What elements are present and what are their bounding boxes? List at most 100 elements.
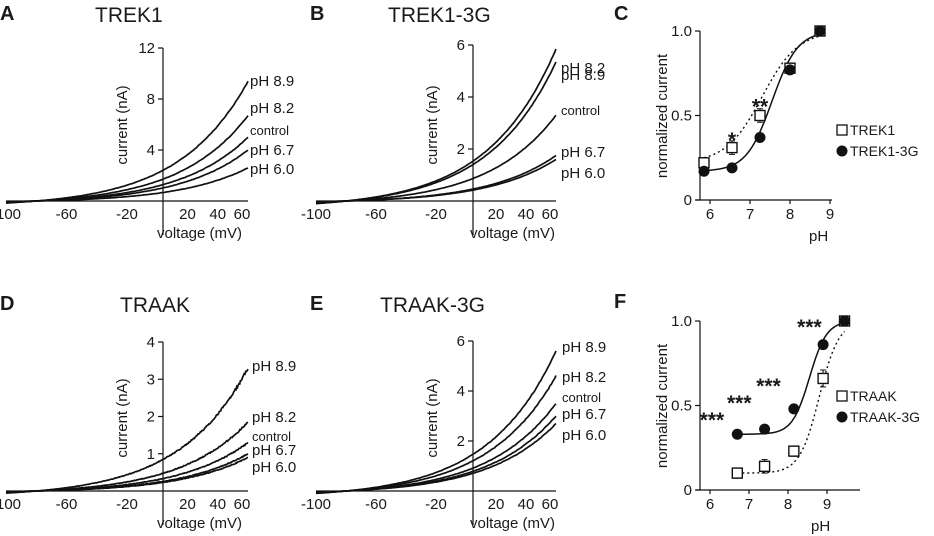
y-tick-label: 4	[147, 142, 155, 159]
trace-ph-6-0	[6, 456, 249, 493]
x-tick-label: 60	[542, 496, 559, 513]
data-point-square	[788, 445, 800, 457]
x-tick-label: 40	[209, 496, 226, 513]
x-axis-label: voltage (mV)	[157, 515, 242, 532]
trace-label: control	[252, 429, 291, 444]
panel-letter: D	[0, 293, 14, 315]
trace-ph-6-0	[315, 422, 557, 494]
x-tick-label: 40	[209, 206, 226, 223]
x-tick-label: -100	[0, 496, 21, 513]
trace-label: pH 6.0	[561, 165, 605, 182]
x-axis-label: voltage (mV)	[157, 225, 242, 242]
legend-marker-square	[836, 390, 848, 402]
x-axis-label: pH	[809, 228, 828, 245]
panel-a: A TREK1 -100 -60 -20 20 40 60 4 8 12 voltage (mV) cu…	[0, 3, 294, 242]
y-tick-label: 6	[457, 37, 465, 54]
significance-stars: ***	[756, 375, 781, 398]
y-axis-label: current (nA)	[114, 378, 131, 457]
x-tick-label: -100	[301, 496, 331, 513]
panel-title: TREK1-3G	[388, 4, 491, 27]
y-tick-label: 0.5	[671, 108, 692, 125]
y-tick-label: 2	[457, 141, 465, 158]
x-axis-label: pH	[811, 518, 830, 535]
y-tick-label: 1	[147, 446, 155, 463]
trace-label: pH 8.2	[252, 409, 296, 426]
trace-label: pH 8.9	[250, 73, 294, 90]
y-tick-label: 4	[457, 89, 465, 106]
y-axis-label: current (nA)	[424, 85, 441, 164]
x-tick-label: -60	[56, 496, 78, 513]
trace-label: pH 6.7	[562, 406, 606, 423]
legend-label: TRAAK-3G	[850, 409, 920, 425]
significance-stars: ***	[727, 392, 752, 415]
panel-b: B TREK1-3G -100 -60 -20 20 40 60 2 4 6 voltage (mV)…	[301, 3, 605, 242]
x-tick-label: 60	[542, 206, 559, 223]
data-point-square	[754, 109, 766, 122]
legend-marker-circle	[836, 145, 848, 157]
data-point-circle	[788, 403, 800, 415]
y-tick-label: 0	[684, 482, 692, 499]
panel-title: TRAAK	[120, 294, 190, 317]
data-point-square	[726, 141, 738, 154]
x-axis-label: voltage (mV)	[470, 225, 555, 242]
y-axis-label: current (nA)	[424, 378, 441, 457]
legend-marker-square	[836, 124, 848, 136]
panel-title: TRAAK-3G	[380, 294, 485, 317]
fit-trek1	[703, 35, 821, 159]
y-tick-label: 4	[457, 383, 465, 400]
x-tick-label: 20	[488, 496, 505, 513]
panel-letter: B	[310, 3, 324, 25]
data-point-square	[817, 372, 829, 385]
data-point-circle	[839, 315, 851, 327]
data-point-circle	[759, 423, 771, 435]
x-tick-label: 7	[746, 206, 754, 223]
significance-stars: **	[752, 95, 769, 118]
legend-label: TRAAK	[850, 388, 897, 404]
x-tick-label: 7	[745, 496, 753, 513]
x-tick-label: 40	[518, 496, 535, 513]
panel-letter: F	[614, 291, 626, 313]
trace-label: pH 6.7	[250, 142, 294, 159]
trace-label: pH 6.0	[250, 161, 294, 178]
significance-stars: ***	[797, 316, 822, 339]
panel-title: TREK1	[95, 4, 163, 27]
trace-label: pH 8.2	[561, 60, 605, 77]
x-tick-label: 6	[706, 496, 714, 513]
x-tick-label: -20	[116, 206, 138, 223]
x-tick-label: 8	[784, 496, 792, 513]
data-point-circle	[698, 165, 710, 177]
y-tick-label: 8	[147, 91, 155, 108]
x-tick-label: 40	[518, 206, 535, 223]
significance-stars: ***	[700, 409, 725, 432]
data-point-circle	[817, 339, 829, 351]
x-tick-label: -100	[301, 206, 331, 223]
trace-label: pH 8.2	[562, 369, 606, 386]
y-axis-label: normalized current	[654, 53, 671, 178]
x-tick-label: -20	[425, 206, 447, 223]
trace-label: pH 8.9	[561, 67, 605, 84]
panel-letter: C	[614, 3, 628, 25]
x-tick-label: 60	[234, 496, 251, 513]
y-tick-label: 3	[147, 371, 155, 388]
y-tick-label: 0.5	[671, 398, 692, 415]
x-tick-label: -20	[116, 496, 138, 513]
y-axis-label: current (nA)	[114, 85, 131, 164]
x-tick-label: 9	[826, 206, 834, 223]
panel-letter: E	[310, 293, 323, 315]
data-point-circle	[726, 162, 738, 174]
x-tick-label: -100	[0, 206, 21, 223]
trace-label: pH 6.7	[252, 442, 296, 459]
trace-label: control	[562, 390, 601, 405]
y-tick-label: 1.0	[671, 313, 692, 330]
y-tick-label: 2	[147, 409, 155, 426]
y-tick-label: 2	[457, 433, 465, 450]
legend-label: TREK1	[850, 122, 895, 138]
y-tick-label: 0	[684, 192, 692, 209]
panel-e: E TRAAK-3G -100 -60 -20 20 40 60 2 4 6 voltage (mV)…	[301, 293, 606, 532]
data-point-square	[731, 467, 743, 479]
x-tick-label: -20	[425, 496, 447, 513]
fit-traak-3g	[737, 322, 845, 435]
